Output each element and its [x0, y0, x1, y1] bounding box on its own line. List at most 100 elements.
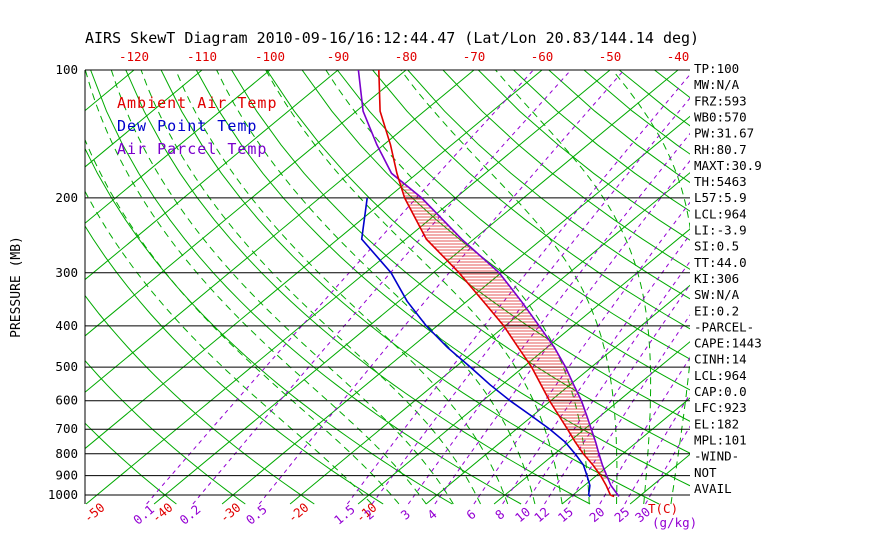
- dry-adiabat-line: [85, 359, 246, 505]
- bottom-temp-label: -30: [217, 500, 244, 526]
- mixing-ratio-line: [624, 393, 690, 505]
- isotherm-line: [153, 70, 679, 505]
- mixing-ratio-line: [371, 97, 690, 505]
- mixing-ratio-label: 6: [463, 506, 478, 522]
- metric-line: NOT: [694, 465, 717, 480]
- moist-adiabat-line: [400, 70, 618, 505]
- metric-line: FRZ:593: [694, 93, 747, 108]
- moist-adiabat-line: [85, 138, 400, 505]
- metric-line: -WIND-: [694, 449, 739, 464]
- moist-adiabat-line: [85, 190, 373, 505]
- mixing-ratio-line: [502, 233, 690, 505]
- mixing-ratio-label: 15: [555, 504, 576, 525]
- mixing-ratio-label: 10: [512, 504, 533, 525]
- pressure-tick-label: 700: [55, 421, 78, 436]
- metric-line: AVAIL: [694, 481, 732, 496]
- metric-line: SW:N/A: [694, 287, 740, 302]
- isotherm-line: [85, 70, 271, 224]
- pressure-tick-label: 800: [55, 446, 78, 461]
- parcel-temp-curve: [357, 70, 620, 497]
- pressure-tick-label: 300: [55, 265, 78, 280]
- pressure-tick-label: 500: [55, 359, 78, 374]
- dry-adiabat-line: [442, 70, 690, 270]
- moist-adiabat-line: [216, 70, 536, 505]
- ambient-temp-curve: [378, 70, 615, 498]
- pressure-tick-label: 400: [55, 318, 78, 333]
- dry-adiabat-line: [407, 70, 690, 300]
- moist-adiabat-line: [110, 70, 454, 505]
- mixing-ratio-line: [544, 283, 690, 505]
- dry-adiabat-line: [85, 225, 384, 505]
- metric-line: RH:80.7: [694, 142, 747, 157]
- mixing-ratio-line: [346, 73, 690, 505]
- mixing-ratio-label: 25: [611, 504, 632, 525]
- metric-line: TT:44.0: [694, 255, 747, 270]
- mixing-ratio-label: 4: [424, 506, 439, 522]
- dry-adiabat-line: [85, 294, 315, 505]
- metric-line: LI:-3.9: [694, 223, 747, 238]
- temp-unit-label: T(C): [648, 501, 678, 516]
- moist-adiabat-line: [85, 70, 427, 505]
- moist-adiabat-line: [265, 70, 563, 505]
- legend-dew-point-temp: Dew Point Temp: [117, 117, 257, 135]
- pressure-tick-label: 200: [55, 190, 78, 205]
- mixing-ratio-label: 3: [398, 506, 413, 522]
- mixing-ratio-label: 0.1: [130, 502, 157, 528]
- isotherm-line: [493, 341, 690, 505]
- metric-line: TH:5463: [694, 174, 747, 189]
- top-temp-label: -60: [531, 49, 554, 64]
- legend-ambient-air-temp: Ambient Air Temp: [117, 94, 278, 112]
- metric-line: EI:0.2: [694, 303, 739, 318]
- dry-adiabat-line: [372, 70, 690, 330]
- dry-adiabat-line: [654, 70, 690, 99]
- dry-adiabat-line: [125, 70, 591, 505]
- metric-line: LFC:923: [694, 400, 747, 415]
- mixing-ratio-line: [525, 260, 690, 505]
- moist-adiabat-line: [612, 70, 690, 505]
- mixing-ratio-line: [434, 159, 690, 505]
- top-temp-label: -100: [255, 49, 285, 64]
- mixing-ratio-line: [192, 70, 572, 505]
- top-temp-label: -80: [395, 49, 418, 64]
- metric-line: LCL:964: [694, 206, 747, 221]
- isotherm-line: [85, 70, 475, 393]
- mixing-ratio-label: 20: [586, 504, 607, 525]
- moist-adiabat-line: [140, 70, 481, 505]
- isotherm-line: [357, 228, 690, 505]
- metric-line: CAP:0.0: [694, 384, 747, 399]
- dry-adiabat-line: [336, 70, 690, 360]
- metric-line: MPL:101: [694, 432, 747, 447]
- metric-line: WB0:570: [694, 109, 747, 124]
- mixing-ratio-label: 0.2: [177, 502, 204, 528]
- mixing-ratio-label: 8: [492, 506, 507, 522]
- moist-adiabat-line: [495, 70, 652, 505]
- dry-adiabat-line: [301, 70, 690, 391]
- isotherm-line: [85, 70, 339, 281]
- moist-adiabat-line: [325, 70, 590, 505]
- mixing-ratio-label: 30: [632, 504, 653, 525]
- dry-adiabat-line: [266, 70, 690, 422]
- sounding-curves: [357, 70, 620, 498]
- pressure-tick-label: 100: [55, 62, 78, 77]
- isotherm-line: [85, 70, 407, 337]
- top-temp-label: -110: [187, 49, 217, 64]
- dry-adiabat-line: [90, 70, 522, 505]
- metric-line: EL:182: [694, 416, 739, 431]
- metric-line: MAXT:30.9: [694, 158, 762, 173]
- metric-line: LCL:964: [694, 368, 747, 383]
- mixing-ratio-line: [599, 356, 690, 505]
- mixing-ratio-line: [645, 425, 690, 505]
- top-temp-label: -50: [599, 49, 622, 64]
- isotherm-line: [221, 115, 690, 505]
- metric-line: L57:5.9: [694, 190, 747, 205]
- metric-line: -PARCEL-: [694, 319, 754, 334]
- bottom-temp-label: -20: [285, 500, 312, 526]
- legend-air-parcel-temp: Air Parcel Temp: [117, 140, 267, 158]
- top-temp-label: -120: [119, 49, 149, 64]
- pressure-tick-label: 1000: [48, 487, 78, 502]
- mixing-ratio-line: [146, 70, 534, 505]
- isotherm-line: [85, 70, 543, 450]
- chart-title: AIRS SkewT Diagram 2010-09-16/16:12:44.4…: [85, 29, 699, 47]
